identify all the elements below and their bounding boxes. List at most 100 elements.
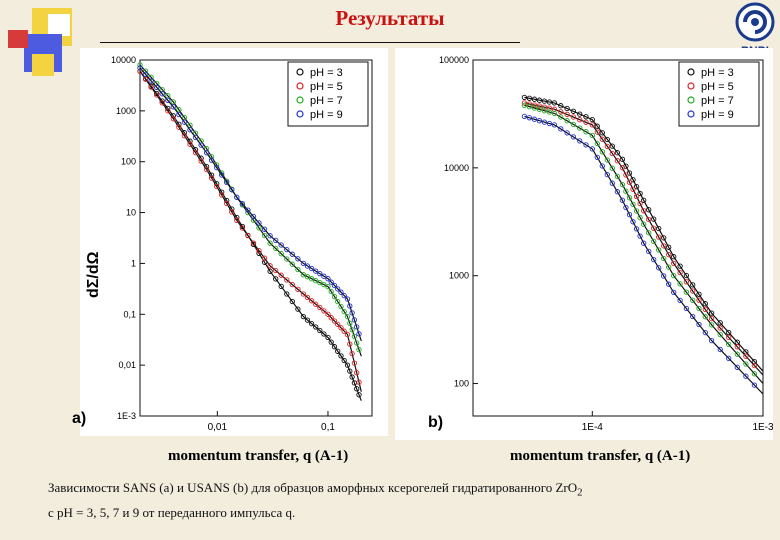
data-point bbox=[331, 293, 338, 300]
data-point bbox=[328, 288, 334, 295]
data-point bbox=[278, 272, 284, 278]
data-point bbox=[354, 370, 360, 376]
data-point bbox=[229, 187, 235, 193]
data-point bbox=[341, 308, 347, 315]
data-point bbox=[192, 134, 199, 141]
data-point bbox=[702, 306, 708, 313]
data-point bbox=[717, 331, 723, 338]
data-point bbox=[214, 183, 220, 190]
data-point bbox=[245, 207, 251, 213]
data-point bbox=[609, 150, 615, 157]
data-point bbox=[300, 313, 307, 320]
data-point bbox=[198, 158, 204, 164]
data-point bbox=[677, 281, 683, 287]
data-point bbox=[170, 99, 176, 105]
data-point bbox=[273, 245, 279, 252]
data-point bbox=[604, 157, 610, 163]
data-point bbox=[594, 154, 600, 161]
data-point bbox=[677, 297, 683, 304]
data-point bbox=[577, 125, 583, 131]
data-point bbox=[690, 282, 696, 288]
data-point bbox=[165, 97, 171, 103]
data-point bbox=[321, 331, 327, 337]
data-point bbox=[208, 175, 215, 181]
data-point bbox=[321, 281, 327, 288]
data-point bbox=[317, 327, 323, 334]
legend-marker bbox=[687, 110, 695, 118]
data-point bbox=[354, 340, 360, 346]
data-point bbox=[661, 255, 667, 262]
data-point bbox=[614, 150, 621, 156]
data-point bbox=[267, 268, 273, 274]
data-point bbox=[666, 244, 672, 250]
data-point bbox=[181, 133, 188, 139]
data-point bbox=[526, 95, 533, 101]
legend-entry: pH = 7 bbox=[701, 95, 734, 107]
chart-a-ylabel: dΣ/dΩ bbox=[85, 251, 102, 298]
data-point bbox=[284, 256, 290, 262]
data-point bbox=[317, 279, 323, 286]
data-point bbox=[341, 357, 347, 364]
data-point bbox=[198, 142, 204, 148]
data-point bbox=[536, 103, 543, 109]
data-point bbox=[656, 225, 662, 232]
chart-a-xaxis-title: momentum transfer, q (A-1) bbox=[168, 448, 349, 464]
data-point bbox=[187, 127, 193, 133]
data-point bbox=[256, 220, 262, 226]
data-point bbox=[273, 237, 279, 244]
data-point bbox=[558, 109, 564, 115]
data-point bbox=[690, 288, 696, 294]
data-point bbox=[646, 230, 652, 236]
data-point bbox=[646, 248, 652, 255]
data-point bbox=[541, 104, 548, 110]
data-point bbox=[683, 289, 690, 295]
data-point bbox=[558, 126, 564, 132]
data-point bbox=[203, 150, 210, 156]
data-point bbox=[154, 92, 160, 98]
deco-square-white bbox=[48, 14, 70, 36]
legend-entry: pH = 9 bbox=[310, 109, 343, 121]
data-point bbox=[637, 190, 643, 197]
data-point bbox=[609, 180, 615, 186]
data-point bbox=[623, 188, 629, 194]
data-point bbox=[234, 194, 240, 200]
data-point bbox=[633, 183, 640, 190]
data-point bbox=[564, 105, 570, 112]
data-point bbox=[651, 256, 657, 263]
chart-a: 1E-3 0,01 0,1 1 10 100 1000 10000 0,01 0,1 pH = 3 p… bbox=[85, 55, 373, 433]
data-point bbox=[751, 382, 758, 388]
deco-square-yellow-bottom bbox=[32, 54, 54, 76]
data-point bbox=[256, 225, 262, 231]
data-point bbox=[546, 105, 553, 111]
data-point bbox=[702, 301, 708, 307]
data-point bbox=[726, 334, 732, 341]
data-point bbox=[708, 337, 715, 344]
data-point bbox=[717, 320, 723, 326]
y-tick-label: 10 bbox=[126, 208, 136, 218]
data-point bbox=[344, 313, 351, 320]
data-point bbox=[325, 283, 331, 290]
plot-frame bbox=[472, 59, 764, 417]
data-point bbox=[743, 353, 749, 359]
data-point bbox=[142, 71, 149, 78]
legend-entry: pH = 7 bbox=[310, 95, 343, 107]
data-point bbox=[541, 119, 548, 125]
data-point bbox=[623, 172, 629, 178]
data-point bbox=[321, 308, 327, 314]
fit-line bbox=[139, 67, 362, 342]
slide-title: Результаты bbox=[335, 6, 445, 30]
data-point bbox=[651, 238, 657, 245]
data-point bbox=[604, 136, 610, 143]
data-point bbox=[599, 163, 605, 169]
data-point bbox=[284, 246, 290, 253]
data-point bbox=[541, 108, 548, 114]
data-point bbox=[354, 324, 360, 330]
data-point bbox=[148, 74, 154, 80]
panel-b-label: b) bbox=[428, 414, 444, 431]
caption-line-1: Зависимости SANS (a) и USANS (b) для обр… bbox=[48, 480, 583, 499]
chart-b-xaxis-title: momentum transfer, q (A-1) bbox=[510, 448, 691, 464]
data-point bbox=[690, 297, 696, 303]
data-point bbox=[696, 291, 702, 297]
data-point bbox=[630, 201, 636, 208]
data-point bbox=[614, 173, 621, 180]
